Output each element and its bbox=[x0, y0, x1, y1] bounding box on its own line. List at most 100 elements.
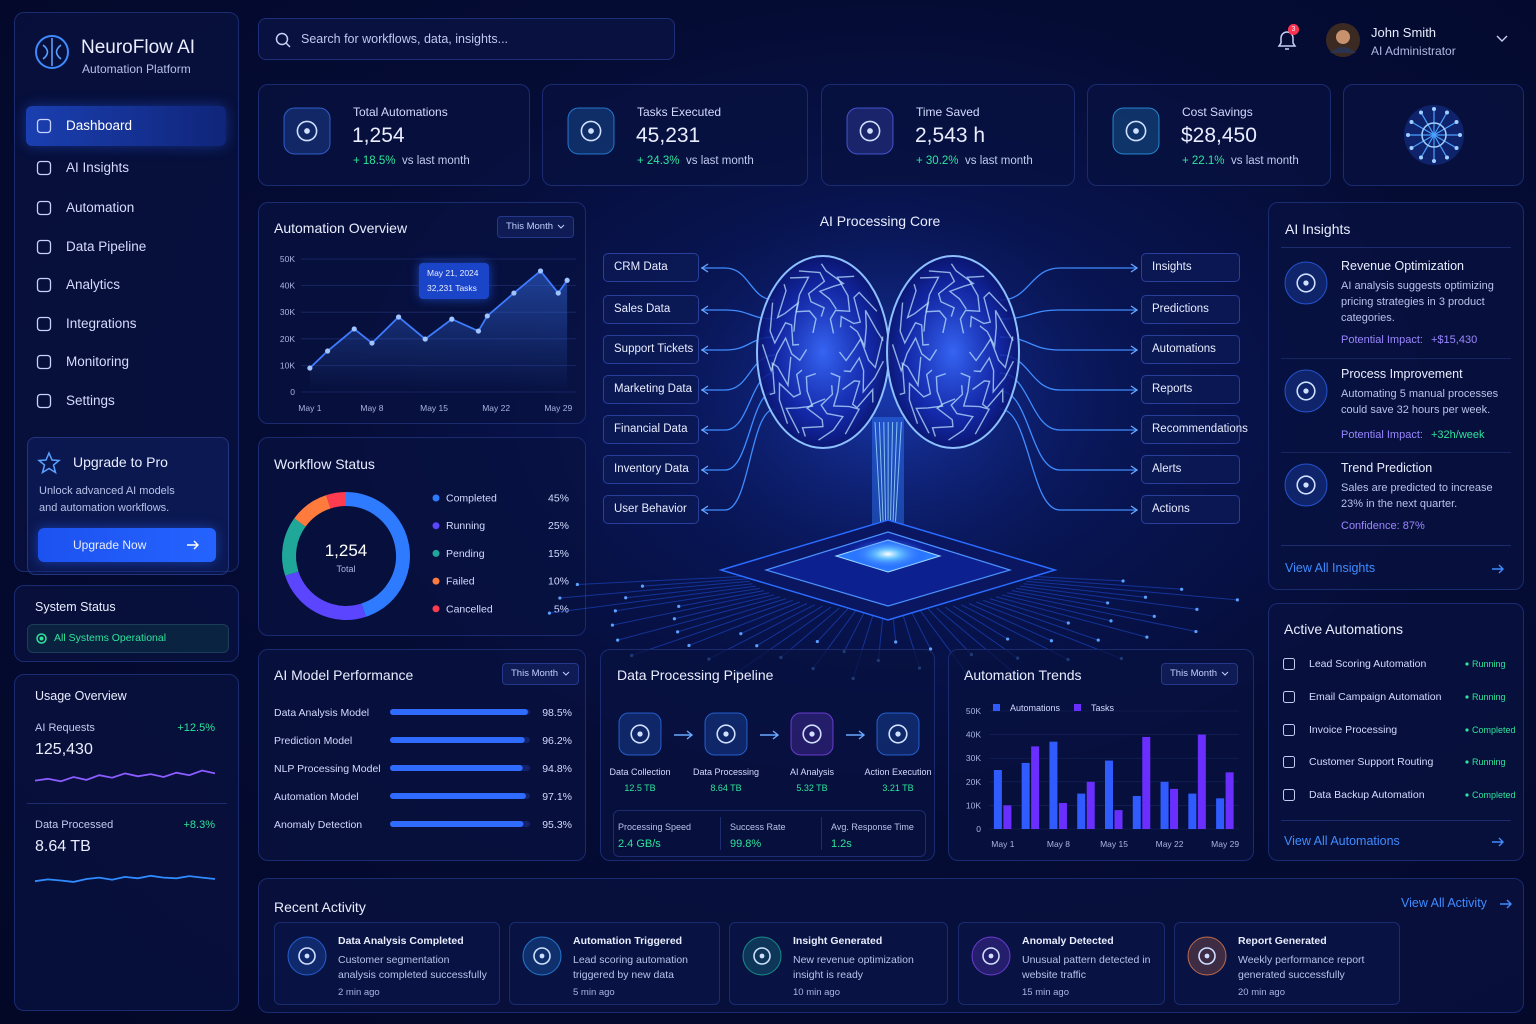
graphic bbox=[1465, 760, 1469, 764]
automation-name: Invoice Processing bbox=[1309, 723, 1398, 736]
nav-icon bbox=[36, 200, 52, 216]
view-all-link[interactable]: View All Insights bbox=[1285, 561, 1376, 575]
legend-dot bbox=[432, 605, 440, 613]
icon-glyph bbox=[539, 953, 545, 959]
chevron-icon bbox=[1496, 35, 1508, 42]
connector-arrow bbox=[700, 465, 709, 475]
brain-gyrus bbox=[801, 398, 826, 437]
icon-glyph bbox=[1303, 482, 1309, 488]
circuit-dot bbox=[672, 617, 677, 621]
sidebar: NeuroFlow AI Automation Platform Dashboard… bbox=[14, 12, 239, 575]
icon-glyph bbox=[1198, 947, 1216, 965]
graphic bbox=[674, 730, 694, 740]
brain-gyrus bbox=[973, 356, 1015, 394]
tooltip-date: May 21, 2024 bbox=[427, 268, 479, 278]
nav-item[interactable]: Monitoring bbox=[66, 354, 130, 369]
brain-gyrus bbox=[798, 270, 826, 317]
flow-arrow bbox=[846, 730, 866, 740]
bar bbox=[1086, 781, 1095, 829]
graphic bbox=[36, 239, 52, 255]
donut-segment bbox=[285, 571, 366, 620]
kpi-note: vs last month bbox=[965, 155, 1033, 167]
value-label: 15% bbox=[548, 548, 569, 560]
connector-arrow bbox=[1130, 425, 1139, 435]
icon-glyph bbox=[630, 724, 650, 744]
brain-emblem bbox=[1454, 146, 1459, 150]
brain-hemisphere bbox=[756, 255, 890, 449]
bar bbox=[1105, 760, 1113, 829]
upgrade-button-label[interactable]: Upgrade Now bbox=[73, 538, 147, 552]
nav-item[interactable]: Integrations bbox=[66, 316, 137, 331]
automation-icon bbox=[1283, 658, 1295, 670]
point bbox=[325, 348, 331, 354]
icon-glyph bbox=[580, 120, 602, 142]
brain-emblem bbox=[1406, 133, 1410, 137]
nav-item[interactable]: Data Pipeline bbox=[66, 239, 147, 254]
icon-glyph bbox=[759, 953, 765, 959]
search-box[interactable]: Search for workflows, data, insights... bbox=[258, 18, 675, 60]
y-tick-label: 50K bbox=[280, 254, 295, 264]
point bbox=[537, 268, 544, 274]
nav-item[interactable]: Dashboard bbox=[66, 118, 133, 133]
kpi-card bbox=[1343, 84, 1524, 186]
kpi-change: + 18.5% bbox=[353, 155, 396, 167]
nav-item[interactable]: AI Insights bbox=[66, 160, 130, 175]
y-tick-label: 40K bbox=[280, 281, 295, 291]
usage-label: AI Requests bbox=[35, 722, 95, 734]
bar bbox=[1058, 803, 1067, 829]
status-dot bbox=[1465, 760, 1469, 764]
y-tick-label: 30K bbox=[966, 753, 981, 763]
legend-swatch bbox=[1074, 704, 1081, 711]
upgrade-button[interactable]: Upgrade Now bbox=[38, 528, 216, 562]
avatar bbox=[1336, 30, 1350, 44]
activity-time: 15 min ago bbox=[1022, 987, 1070, 998]
connector-arrow bbox=[1130, 345, 1139, 355]
circuit-dot bbox=[1180, 587, 1184, 591]
graphic bbox=[876, 712, 920, 756]
pipeline-card: Data Processing Pipeline Data Collection 1… bbox=[600, 649, 935, 861]
bar-label: NLP Processing Model bbox=[274, 763, 381, 775]
graphic bbox=[37, 451, 61, 475]
view-all-link[interactable]: View All Activity bbox=[1401, 896, 1487, 910]
period-dropdown[interactable]: This Month bbox=[1161, 663, 1238, 685]
kpi-change: + 22.1% bbox=[1182, 155, 1225, 167]
activity-title: Insight Generated bbox=[793, 935, 883, 947]
circuit-line bbox=[756, 605, 823, 647]
connector-arrow bbox=[1130, 385, 1139, 395]
step-label: AI Analysis bbox=[789, 767, 835, 777]
nav-item[interactable]: Settings bbox=[66, 393, 115, 408]
view-all-link[interactable]: View All Automations bbox=[1284, 834, 1400, 848]
graphic bbox=[567, 107, 615, 155]
period-dropdown[interactable]: This Month bbox=[497, 216, 574, 238]
brain-gyrus bbox=[915, 372, 947, 434]
step-value: 8.64 TB bbox=[710, 783, 742, 793]
point bbox=[475, 328, 482, 334]
brain-emblem bbox=[1432, 107, 1436, 111]
nav-item[interactable]: Analytics bbox=[66, 277, 121, 292]
value-label: 25% bbox=[548, 520, 569, 532]
period-dropdown[interactable]: This Month bbox=[502, 663, 579, 685]
usage-card: Usage Overview AI Requests +12.5% 125,430 Da… bbox=[14, 674, 239, 1011]
activity-time: 5 min ago bbox=[573, 987, 615, 998]
circuit-dot bbox=[1152, 614, 1156, 618]
data-node: Actions bbox=[1141, 495, 1240, 524]
graphic bbox=[275, 32, 291, 48]
icon-glyph bbox=[867, 128, 873, 134]
brain-gyrus bbox=[948, 385, 974, 441]
brain-gyrus bbox=[899, 356, 922, 396]
brain-emblem bbox=[1433, 134, 1448, 158]
step-value: 5.32 TB bbox=[796, 783, 828, 793]
search-placeholder[interactable]: Search for workflows, data, insights... bbox=[301, 32, 509, 46]
legend-label: Failed bbox=[446, 576, 475, 588]
notification-badge[interactable]: 3 bbox=[1288, 24, 1299, 35]
graphic: Completed 45% Running 25% Pending 15% Failed 10… bbox=[282, 492, 569, 620]
circuit-dot bbox=[613, 609, 617, 613]
activity-item: Data Analysis Completed Customer segmenta… bbox=[274, 922, 500, 1005]
brain-gyrus bbox=[829, 275, 855, 334]
y-tick-label: 0 bbox=[290, 387, 295, 397]
brain-gyrus bbox=[931, 398, 956, 437]
circuit-line bbox=[625, 583, 753, 599]
chip-glow bbox=[848, 538, 928, 570]
nav-icon bbox=[36, 277, 52, 293]
nav-item[interactable]: Automation bbox=[66, 200, 135, 215]
